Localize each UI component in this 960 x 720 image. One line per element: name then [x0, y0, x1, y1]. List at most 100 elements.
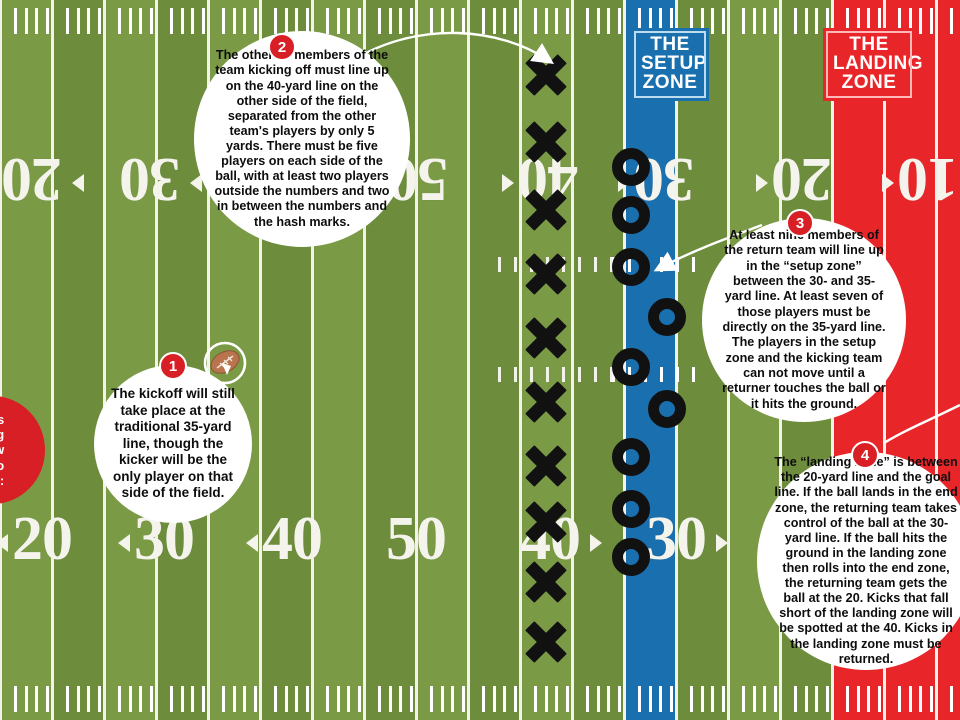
hash-mark: [929, 686, 933, 712]
edge-callout-line2: ing: [0, 427, 5, 442]
hash-mark: [253, 686, 257, 712]
hash-mark: [638, 686, 642, 712]
hash-mark: [610, 367, 613, 382]
return-team-marker: [612, 538, 650, 576]
field-stripe: [104, 0, 156, 720]
hash-mark: [305, 686, 309, 712]
hash-mark: [222, 686, 226, 712]
direction-arrow: [502, 174, 514, 192]
hash-mark: [440, 686, 444, 712]
yard-line: [674, 0, 678, 720]
landing-zone-line3: ZONE: [841, 72, 897, 93]
field-stripe: [52, 0, 104, 720]
edge-callout-line4: st to: [0, 457, 5, 473]
hash-mark: [118, 8, 122, 34]
hash-mark: [794, 8, 798, 34]
hash-mark: [690, 8, 694, 34]
return-team-marker: [612, 438, 650, 476]
kicking-team-marker: [524, 444, 568, 488]
hash-mark: [378, 686, 382, 712]
hash-mark: [804, 8, 808, 34]
hash-mark: [45, 8, 49, 34]
hash-mark: [530, 367, 533, 382]
yard-line: [414, 0, 418, 720]
direction-arrow: [716, 534, 728, 552]
hash-mark: [399, 8, 403, 34]
hash-mark: [128, 8, 132, 34]
hash-mark: [35, 686, 39, 712]
hash-mark: [326, 8, 330, 34]
yard-line: [518, 0, 522, 720]
hash-mark: [66, 686, 70, 712]
hash-mark: [326, 686, 330, 712]
hash-mark: [815, 8, 819, 34]
callout-1: The kickoff will still take place at the…: [94, 365, 252, 523]
hash-mark: [546, 367, 549, 382]
hash-mark: [534, 8, 538, 34]
hash-mark: [676, 257, 679, 272]
hash-mark: [284, 686, 288, 712]
hash-mark: [676, 367, 679, 382]
return-team-marker: [612, 196, 650, 234]
yard-number: 50: [386, 505, 447, 573]
callout-2-badge: 2: [268, 33, 296, 61]
hash-mark: [594, 367, 597, 382]
hash-mark: [149, 8, 153, 34]
hash-mark: [451, 8, 455, 34]
kicking-team-marker: [524, 120, 568, 164]
hash-mark: [513, 8, 517, 34]
callout-1-badge: 1: [159, 352, 187, 380]
callout-2: The other 10 members of the team kicking…: [194, 31, 410, 247]
hash-mark: [908, 686, 912, 712]
direction-arrow: [590, 534, 602, 552]
hash-mark: [544, 8, 548, 34]
callout-4: The “landing zone” is between the 20-yar…: [757, 452, 960, 670]
hash-mark: [139, 686, 143, 712]
hash-mark: [742, 8, 746, 34]
landing-zone-label: THE LANDING ZONE: [823, 28, 923, 101]
hash-mark: [856, 686, 860, 712]
return-team-marker: [612, 348, 650, 386]
hash-mark: [14, 8, 18, 34]
yard-line: [466, 0, 470, 720]
direction-arrow: [190, 174, 202, 192]
hash-mark: [898, 686, 902, 712]
hash-mark: [565, 8, 569, 34]
hash-mark: [596, 686, 600, 712]
hash-mark: [700, 8, 704, 34]
hash-mark: [638, 8, 642, 34]
hash-mark: [544, 686, 548, 712]
kicking-team-marker: [524, 560, 568, 604]
hash-mark: [763, 8, 767, 34]
hash-mark: [919, 8, 923, 34]
field-stripe: [0, 0, 52, 720]
direction-arrow: [118, 534, 130, 552]
hash-mark: [773, 8, 777, 34]
hash-mark: [950, 686, 954, 712]
hash-mark: [388, 686, 392, 712]
hash-mark: [87, 8, 91, 34]
setup-zone-label: THE SETUP ZONE: [631, 28, 709, 101]
hash-mark: [867, 8, 871, 34]
hash-mark: [274, 8, 278, 34]
yard-number: 30: [646, 505, 707, 573]
hash-mark: [378, 8, 382, 34]
football-icon: [203, 341, 247, 385]
hash-mark: [253, 8, 257, 34]
return-team-marker: [648, 298, 686, 336]
kicking-team-marker: [524, 380, 568, 424]
direction-arrow: [72, 174, 84, 192]
hash-mark: [461, 8, 465, 34]
hash-mark: [856, 8, 860, 34]
hash-mark: [347, 686, 351, 712]
hash-mark: [700, 686, 704, 712]
hash-mark: [482, 686, 486, 712]
hash-mark: [180, 8, 184, 34]
hash-mark: [825, 686, 829, 712]
kicking-team-marker: [524, 316, 568, 360]
edge-callout-line3: llow: [0, 442, 4, 457]
hash-mark: [752, 8, 756, 34]
return-team-marker: [612, 248, 650, 286]
hash-mark: [357, 8, 361, 34]
callout-3-badge: 3: [786, 209, 814, 237]
